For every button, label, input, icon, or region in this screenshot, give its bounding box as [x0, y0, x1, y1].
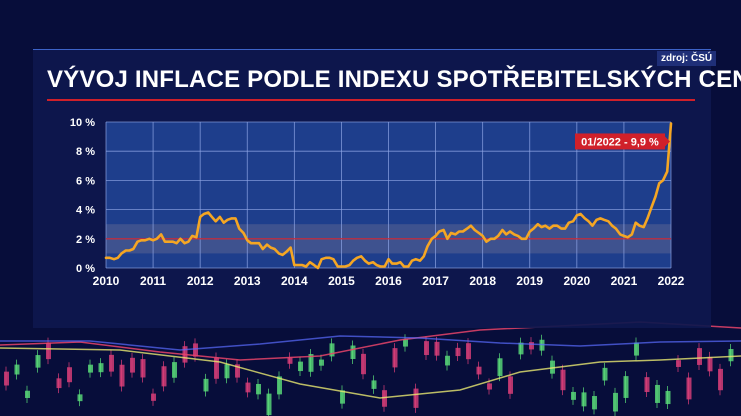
candle-body: [392, 348, 398, 368]
candle-body: [665, 390, 671, 405]
y-tick-label: 0 %: [76, 263, 95, 275]
background-trend-line: [0, 335, 741, 351]
candle-body: [634, 342, 639, 356]
x-tick-label: 2013: [234, 274, 261, 288]
candle-body: [602, 367, 608, 381]
candle-body: [413, 388, 419, 408]
candle-body: [455, 347, 461, 357]
candle-body: [644, 377, 650, 393]
candle-body: [371, 380, 377, 389]
candle-body: [340, 390, 345, 404]
x-tick-label: 2012: [187, 274, 214, 288]
candle-body: [266, 393, 272, 416]
candle-body: [623, 376, 629, 398]
candle-body: [361, 353, 366, 375]
candle-body: [508, 376, 513, 394]
candle-body: [581, 392, 587, 407]
candle-body: [140, 359, 146, 378]
candle-body: [529, 342, 534, 350]
candle-body: [46, 342, 51, 360]
x-tick-label: 2014: [281, 274, 308, 288]
candle-body: [445, 355, 450, 366]
candle-body: [25, 390, 30, 398]
candle-body: [308, 354, 314, 372]
candle-body: [571, 391, 576, 400]
candle-body: [119, 364, 125, 387]
candle-body: [88, 364, 93, 373]
candle-body: [298, 361, 303, 372]
candle-body: [550, 360, 555, 374]
candle-body: [497, 358, 503, 377]
candle-body: [476, 366, 482, 375]
candle-body: [98, 363, 104, 373]
candle-body: [403, 339, 408, 347]
x-tick-label: 2011: [140, 274, 166, 288]
title-underline: [47, 99, 695, 101]
candle-body: [109, 354, 114, 372]
candle-body: [67, 367, 72, 383]
candle-body: [35, 355, 41, 368]
candle-body: [161, 366, 167, 387]
y-tick-label: 2 %: [76, 234, 95, 246]
candle-body: [728, 349, 734, 362]
x-tick-label: 2017: [422, 274, 449, 288]
candle-body: [214, 357, 219, 379]
x-tick-label: 2020: [563, 274, 590, 288]
candle-body: [613, 392, 618, 412]
candle-body: [224, 364, 230, 379]
candle-body: [287, 357, 293, 364]
candle-body: [14, 364, 20, 375]
annotation-pointer: [665, 136, 670, 147]
annotation-label: 01/2022 - 9,9 %: [581, 136, 659, 148]
candle-body: [382, 390, 387, 407]
candle-body: [655, 384, 660, 403]
candle-body: [518, 342, 524, 355]
candle-body: [256, 383, 261, 395]
candle-body: [592, 396, 597, 410]
candle-body: [193, 343, 198, 357]
candle-body: [151, 393, 156, 401]
background-trend-line: [0, 347, 741, 399]
x-tick-label: 2021: [611, 274, 638, 288]
candle-body: [466, 343, 471, 360]
x-tick-label: 2016: [375, 274, 402, 288]
candle-body: [329, 343, 335, 357]
x-tick-label: 2010: [93, 274, 120, 288]
candle-body: [56, 378, 62, 389]
candle-body: [434, 341, 440, 356]
candle-body: [130, 357, 135, 373]
candle-body: [718, 368, 723, 391]
candle-body: [172, 362, 177, 378]
candle-body: [560, 369, 566, 391]
y-tick-label: 10 %: [70, 117, 95, 129]
y-tick-label: 4 %: [76, 205, 95, 217]
annotation-box: [575, 133, 665, 150]
candle-body: [686, 377, 692, 400]
source-badge: zdroj: ČSÚ: [657, 51, 717, 66]
y-tick-label: 6 %: [76, 175, 95, 187]
x-tick-label: 2022: [658, 274, 685, 288]
x-tick-label: 2019: [516, 274, 543, 288]
y-tick-label: 8 %: [76, 146, 95, 158]
candle-body: [203, 378, 209, 392]
cpi-inflation-line: [104, 122, 673, 270]
candle-body: [277, 376, 282, 395]
candle-body: [697, 348, 702, 365]
candle-body: [350, 345, 356, 360]
candle-body: [235, 364, 240, 378]
candle-body: [245, 382, 251, 393]
candle-body: [424, 341, 429, 356]
x-tick-label: 2018: [469, 274, 496, 288]
page-title: VÝVOJ INFLACE PODLE INDEXU SPOTŘEBITELSK…: [47, 66, 741, 93]
candle-body: [487, 383, 492, 390]
candle-body: [319, 359, 324, 366]
x-tick-label: 2015: [328, 274, 355, 288]
candle-body: [707, 356, 713, 372]
candle-body: [676, 360, 681, 367]
candle-body: [77, 394, 83, 402]
candle-body: [4, 371, 9, 386]
